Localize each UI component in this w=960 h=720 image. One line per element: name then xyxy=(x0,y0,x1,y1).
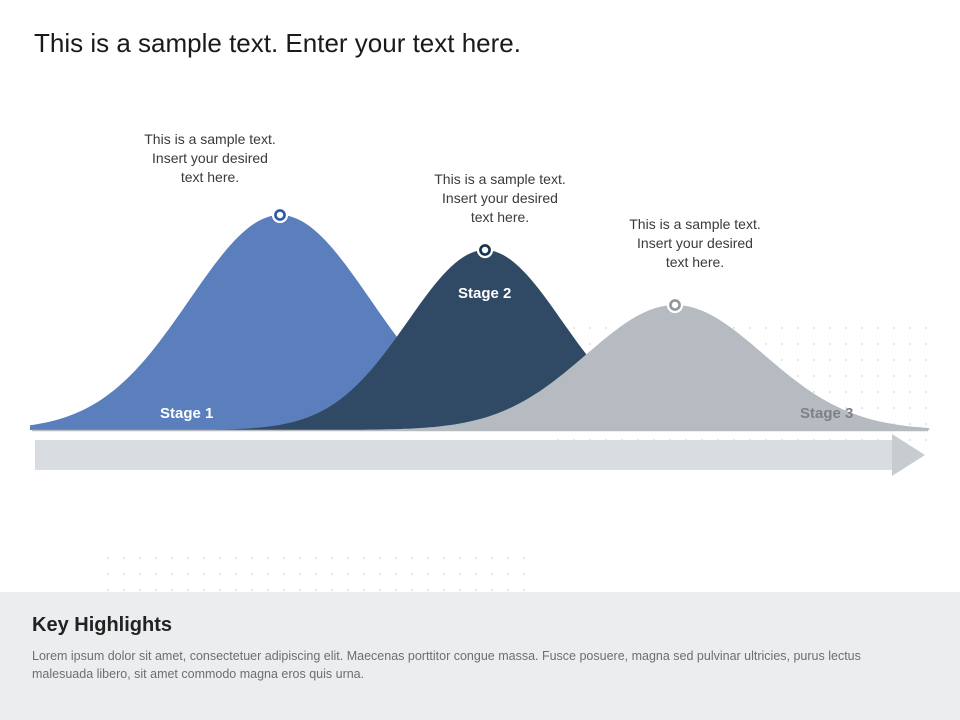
slide-title: This is a sample text. Enter your text h… xyxy=(34,28,521,59)
stage3-label: Stage 3 xyxy=(800,405,853,422)
slide: This is a sample text. Enter your text h… xyxy=(0,0,960,720)
key-highlights-title: Key Highlights xyxy=(32,614,928,637)
chart-svg: Stage 1 Stage 2 Stage 3 xyxy=(30,120,930,500)
stage1-label: Stage 1 xyxy=(160,405,213,422)
stage3-peak-marker xyxy=(668,298,682,312)
key-highlights-body: Lorem ipsum dolor sit amet, consectetuer… xyxy=(32,647,912,683)
stage1-peak-marker xyxy=(273,208,287,222)
key-highlights-panel: Key Highlights Lorem ipsum dolor sit ame… xyxy=(0,592,960,720)
stage2-label: Stage 2 xyxy=(458,285,511,302)
timeline-arrow-body xyxy=(35,440,892,470)
timeline-arrow-head xyxy=(892,434,925,476)
bell-curve-chart: This is a sample text. Insert your desir… xyxy=(30,120,930,500)
stage2-peak-marker xyxy=(478,243,492,257)
